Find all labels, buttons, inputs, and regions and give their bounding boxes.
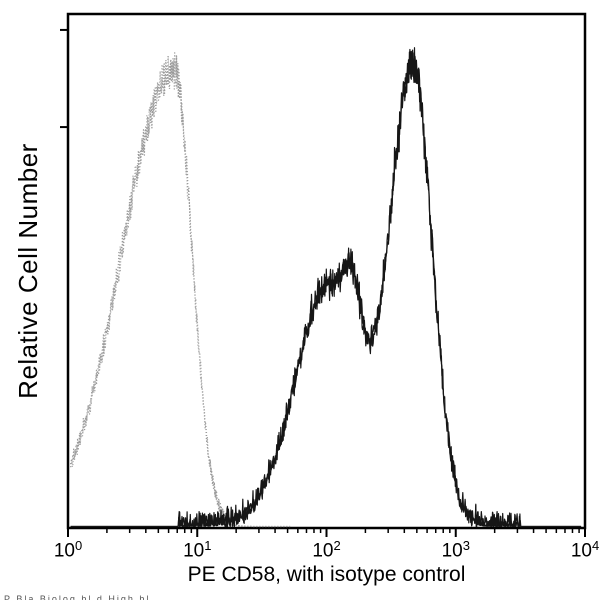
x-tick-label: 100: [53, 538, 83, 562]
x-tick-label: 103: [441, 538, 470, 562]
series-isotype-control: [69, 55, 291, 528]
x-axis-label: PE CD58, with isotype control: [187, 563, 466, 586]
caption-cutoff-text: P Bla Biolog bl d High bl: [4, 594, 151, 600]
series-PE-CD58: [70, 47, 582, 528]
y-axis-label: Relative Cell Number: [13, 143, 43, 399]
x-tick-label: 102: [312, 538, 341, 562]
x-tick-label: 101: [183, 538, 212, 562]
series-isotype-control: [69, 52, 291, 528]
x-tick-label: 104: [570, 538, 600, 562]
plot-frame: [66, 12, 587, 530]
x-axis-ticks: [67, 529, 586, 537]
y-axis-ticks: [60, 28, 67, 129]
